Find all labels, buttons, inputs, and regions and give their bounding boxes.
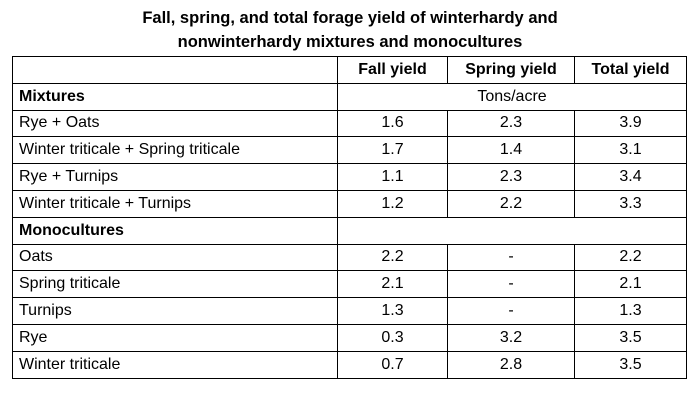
header-row: Fall yield Spring yield Total yield (12, 56, 687, 84)
fall-yield-cell: 1.7 (337, 136, 448, 165)
table-row: Winter triticale 0.7 2.8 3.5 (12, 350, 687, 379)
title-line-2: nonwinterhardy mixtures and monocultures (177, 33, 523, 51)
table-row: Oats 2.2-2.2 (12, 243, 687, 272)
crop-name-cell: Oats (12, 243, 338, 272)
header-fall-yield: Fall yield (337, 56, 448, 84)
spring-yield-cell: 2.8 (447, 350, 575, 379)
total-yield-cell: 3.9 (574, 109, 687, 138)
crop-name-cell: Turnips (12, 297, 338, 325)
crop-name-cell: Winter triticale (12, 350, 338, 379)
spring-yield-cell: 2.2 (447, 189, 575, 218)
total-yield-cell: 3.3 (574, 189, 687, 218)
total-yield-cell: 2.2 (574, 243, 687, 272)
table-row: Turnips 1.3-1.3 (12, 297, 687, 325)
crop-name-cell: Rye + Oats (12, 109, 338, 138)
header-blank-cell (12, 56, 338, 84)
spring-yield-cell: 1.4 (447, 136, 575, 165)
fall-yield-cell: 1.3 (337, 297, 448, 325)
fall-yield-cell: 0.7 (337, 350, 448, 379)
total-yield-cell: 3.5 (574, 350, 687, 379)
fall-yield-cell: 1.2 (337, 189, 448, 218)
header-total-yield: Total yield (574, 56, 687, 84)
section-label: Monocultures (12, 216, 338, 245)
header-spring-yield: Spring yield (447, 56, 575, 84)
fall-yield-cell: 1.1 (337, 163, 448, 191)
table-row: Rye + Oats 1.6 2.3 3.9 (12, 109, 687, 138)
spring-yield-cell: 2.3 (447, 109, 575, 138)
spring-yield-cell: - (447, 297, 575, 325)
total-yield-cell: 2.1 (574, 270, 687, 299)
table-row: Winter triticale + Turnips 1.2 2.2 3.3 (12, 189, 687, 218)
crop-name-cell: Winter triticale + Spring triticale (12, 136, 338, 165)
total-yield-cell: 3.5 (574, 323, 687, 352)
table-row: Spring triticale 2.1-2.1 (12, 270, 687, 299)
total-yield-cell: 3.1 (574, 136, 687, 165)
total-yield-cell: 3.4 (574, 163, 687, 191)
crop-name-cell: Winter triticale + Turnips (12, 189, 338, 218)
table-body: Mixtures Tons/acre Rye + Oats 1.6 2.3 3.9 Wint… (12, 82, 687, 379)
fall-yield-cell: 2.1 (337, 270, 448, 299)
crop-name-cell: Rye + Turnips (12, 163, 338, 191)
fall-yield-cell: 2.2 (337, 243, 448, 272)
spring-yield-cell: - (447, 243, 575, 272)
crop-name-cell: Spring triticale (12, 270, 338, 299)
title-line-1: Fall, spring, and total forage yield of … (142, 9, 558, 27)
section-row: Mixtures Tons/acre (12, 82, 687, 111)
total-yield-cell: 1.3 (574, 297, 687, 325)
fall-yield-cell: 1.6 (337, 109, 448, 138)
spring-yield-cell: 3.2 (447, 323, 575, 352)
table-row: Rye + Turnips 1.1 2.3 3.4 (12, 163, 687, 191)
unit-label: Tons/acre (337, 82, 687, 111)
section-label: Mixtures (12, 82, 338, 111)
table-row: Winter triticale + Spring triticale 1.7 1.… (12, 136, 687, 165)
fall-yield-cell: 0.3 (337, 323, 448, 352)
empty-cell (337, 216, 687, 245)
spring-yield-cell: - (447, 270, 575, 299)
section-row: Monocultures (12, 216, 687, 245)
spring-yield-cell: 2.3 (447, 163, 575, 191)
table-title: Fall, spring, and total forage yield of … (0, 6, 700, 54)
crop-name-cell: Rye (12, 323, 338, 352)
table-row: Rye 0.3 3.2 3.5 (12, 323, 687, 352)
forage-yield-table: Fall yield Spring yield Total yield Mixt… (12, 56, 687, 379)
